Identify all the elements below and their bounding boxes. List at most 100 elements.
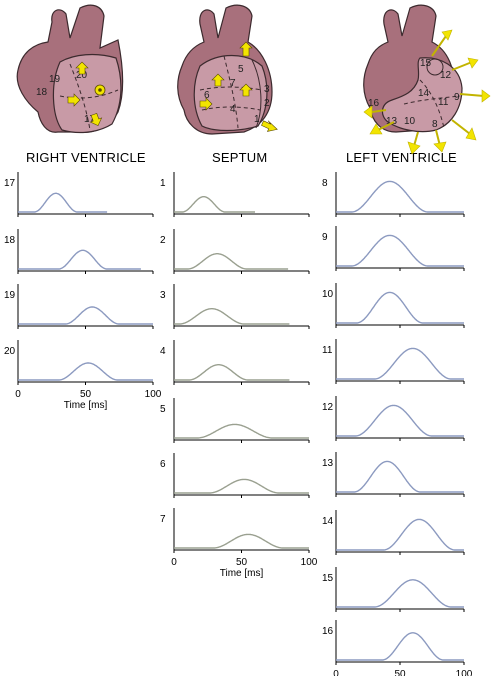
panel-16: 16 — [322, 620, 465, 665]
panel-label-18: 18 — [4, 235, 16, 246]
panel-label-8: 8 — [322, 178, 328, 189]
waveform-series-2 — [174, 253, 289, 270]
panel-3: 3 — [160, 284, 310, 329]
segment-label-14: 14 — [418, 88, 430, 99]
left-ventricle-region — [381, 57, 463, 133]
panel-9: 9 — [322, 226, 465, 271]
segment-label-5: 5 — [238, 64, 244, 75]
x-tick-label: 100 — [301, 557, 318, 568]
panel-label-9: 9 — [322, 232, 328, 243]
panel-label-7: 7 — [160, 514, 166, 525]
waveform-series-10 — [336, 291, 464, 324]
waveform-series-18 — [18, 249, 141, 270]
panel-label-6: 6 — [160, 459, 166, 470]
segment-label-9: 9 — [454, 92, 460, 103]
waveform-series-1 — [174, 196, 255, 213]
panel-label-1: 1 — [160, 178, 166, 189]
segment-label-19: 19 — [49, 74, 61, 85]
segment-label-20: 20 — [76, 70, 88, 81]
waveform-series-15 — [336, 579, 464, 608]
x-axis-label: Time [ms] — [64, 400, 108, 411]
waveform-series-13 — [336, 460, 464, 493]
panel-15: 15 — [322, 567, 465, 612]
x-tick-label: 0 — [15, 389, 21, 400]
chart-group-1: 17 18 19 20 0 50 100 Time [ms] — [4, 172, 162, 411]
panel-11: 11 — [322, 339, 465, 384]
waveform-series-11 — [336, 347, 464, 380]
segment-label-13: 13 — [386, 116, 398, 127]
chart-group-2: 1 2 3 4 5 6 7 0 50 100 Time [ms] — [160, 172, 318, 579]
panel-8: 8 — [322, 172, 465, 217]
panel-label-12: 12 — [322, 402, 334, 413]
x-tick-label: 0 — [333, 669, 339, 676]
panel-4: 4 — [160, 340, 310, 385]
waveform-series-9 — [336, 234, 464, 267]
panel-19: 19 — [4, 284, 154, 329]
panel-label-3: 3 — [160, 290, 166, 301]
panel-6: 6 — [160, 453, 310, 498]
segment-label-12: 12 — [440, 70, 452, 81]
panel-label-19: 19 — [4, 290, 16, 301]
panel-label-14: 14 — [322, 516, 334, 527]
segment-label-4: 4 — [230, 104, 236, 115]
waveform-series-12 — [336, 404, 464, 437]
left-ventricle-title: LEFT VENTRICLE — [346, 150, 457, 165]
segment-label-11: 11 — [438, 97, 449, 108]
panel-20: 20 — [4, 340, 154, 385]
panel-label-2: 2 — [160, 235, 166, 246]
panel-label-16: 16 — [322, 626, 334, 637]
heart-septum-diagram: 12 3 4 5 6 7 — [177, 4, 278, 135]
panel-label-4: 4 — [160, 346, 166, 357]
waveform-series-8 — [336, 180, 464, 213]
segment-label-15: 15 — [420, 58, 432, 69]
panel-1: 1 — [160, 172, 310, 217]
segment-label-1: 1 — [254, 114, 260, 125]
segment-label-8: 8 — [432, 119, 438, 130]
panel-label-13: 13 — [322, 458, 334, 469]
panel-18: 18 — [4, 229, 154, 274]
panel-label-15: 15 — [322, 573, 334, 584]
panel-14: 14 — [322, 510, 465, 555]
right-ventricle-title: RIGHT VENTRICLE — [26, 150, 146, 165]
segment-label-18: 18 — [36, 87, 48, 98]
segment-label-6: 6 — [204, 90, 210, 101]
waveform-series-17 — [18, 192, 108, 213]
panel-12: 12 — [322, 396, 465, 441]
panel-label-17: 17 — [4, 178, 16, 189]
chart-group-3: 8910111213141516050100Time [ms] — [322, 172, 473, 676]
segment-label-2: 2 — [264, 98, 270, 109]
x-tick-label: 50 — [236, 557, 248, 568]
activation-arrow-icon — [199, 41, 278, 132]
panel-label-11: 11 — [322, 345, 333, 356]
x-axis-label: Time [ms] — [220, 568, 264, 579]
waveform-series-3 — [174, 308, 290, 325]
segment-label-10: 10 — [404, 116, 416, 127]
waveform-series-5 — [174, 423, 309, 439]
target-circle-icon — [94, 84, 106, 96]
segment-label-17: 17 — [84, 114, 96, 125]
septum-region — [193, 55, 268, 132]
waveform-series-4 — [174, 364, 290, 381]
septum-title: SEPTUM — [212, 150, 268, 165]
waveform-series-19 — [18, 306, 153, 325]
panel-2: 2 — [160, 229, 310, 274]
waveform-series-6 — [174, 478, 309, 494]
panel-5: 5 — [160, 398, 310, 443]
waveform-series-7 — [174, 533, 309, 549]
x-tick-label: 0 — [171, 557, 177, 568]
activation-arrow-icon — [363, 29, 491, 155]
activation-arrow-icon — [67, 61, 103, 127]
x-tick-label: 100 — [456, 669, 473, 676]
panel-10: 10 — [322, 283, 465, 328]
panel-13: 13 — [322, 452, 465, 497]
waveform-series-20 — [18, 362, 153, 381]
segment-label-7: 7 — [230, 78, 236, 89]
heart-left-ventricle-diagram: 8 9 10 11 12 13 14 15 16 — [363, 4, 491, 155]
panel-7: 7 — [160, 508, 310, 553]
segment-label-16: 16 — [368, 98, 380, 109]
waveform-series-14 — [336, 518, 464, 551]
segment-15-ring — [426, 58, 444, 76]
segment-label-3: 3 — [264, 84, 270, 95]
